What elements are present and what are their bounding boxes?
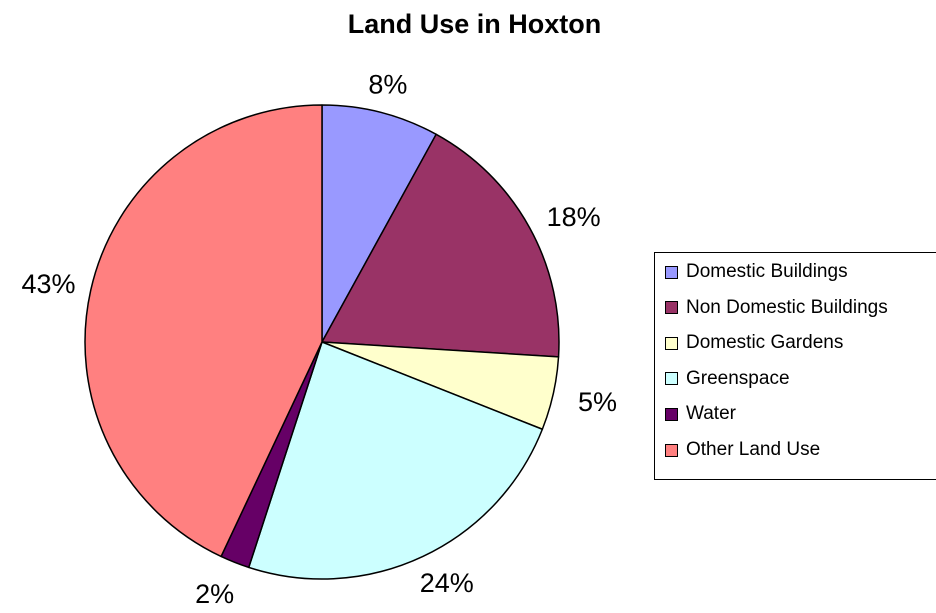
legend-swatch	[665, 336, 678, 350]
data-label-greenspace: 24%	[420, 568, 474, 598]
legend-label: Non Domestic Buildings	[686, 296, 888, 318]
pie-slice-other-land-use	[84, 104, 323, 558]
pie-slice-domestic-buildings	[321, 104, 437, 343]
legend-item-greenspace: Greenspace	[665, 368, 790, 390]
legend-label: Greenspace	[686, 367, 790, 389]
data-label-domestic-buildings: 8%	[368, 69, 407, 99]
legend-item-water: Water	[665, 403, 736, 425]
legend-swatch	[665, 372, 678, 386]
data-label-water: 2%	[195, 579, 234, 609]
legend-item-domestic-buildings: Domestic Buildings	[665, 261, 848, 283]
legend-swatch	[665, 301, 678, 315]
legend-item-non-domestic-buildings: Non Domestic Buildings	[665, 297, 888, 319]
legend-label: Water	[686, 403, 736, 425]
data-label-non-domestic-buildings: 18%	[547, 202, 601, 232]
legend-swatch	[665, 407, 678, 421]
legend-label: Other Land Use	[686, 439, 821, 460]
data-label-domestic-gardens: 5%	[578, 387, 617, 417]
legend-item-other-land-use: Other Land Use	[665, 439, 820, 461]
legend-item-domestic-gardens: Domestic Gardens	[665, 332, 843, 354]
legend-label: Domestic Gardens	[686, 332, 844, 354]
legend-label: Domestic Buildings	[686, 261, 848, 282]
legend-swatch	[665, 265, 678, 279]
legend: Domestic Buildings Non Domestic Buildings…	[654, 252, 936, 480]
legend-swatch	[665, 443, 678, 457]
pie-slice-greenspace	[248, 341, 544, 580]
chart-title: Land Use in Hoxton	[347, 9, 602, 39]
pie-slice-non-domestic-buildings	[321, 133, 560, 358]
data-label-other-land-use: 43%	[21, 269, 75, 299]
